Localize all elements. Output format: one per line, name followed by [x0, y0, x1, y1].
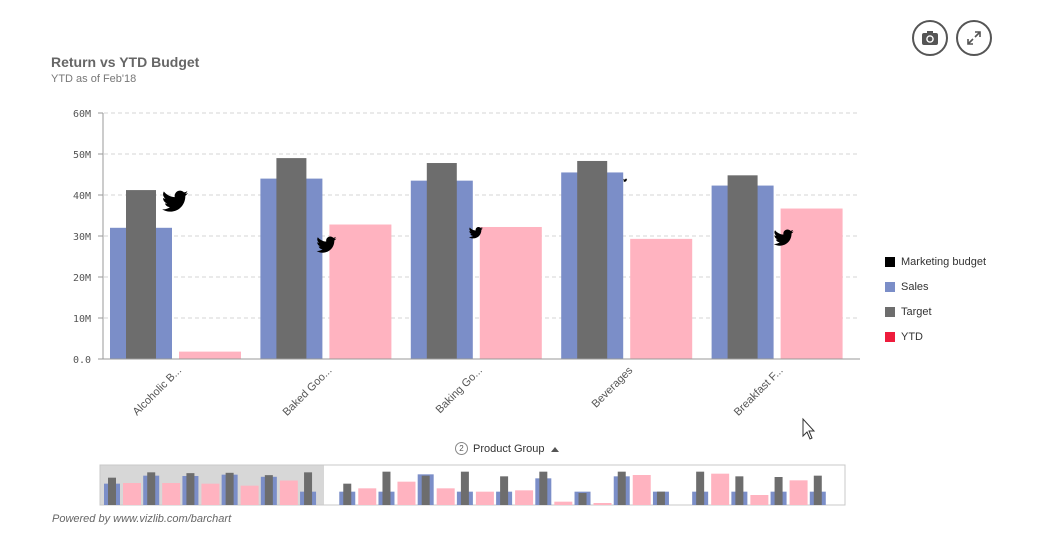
overview-scrollbar[interactable] [99, 464, 846, 506]
marker-marketing-budget [162, 190, 188, 212]
overview-bar-target [578, 493, 587, 505]
markers-layer [162, 178, 794, 253]
mouse-cursor-icon [802, 417, 816, 440]
snapshot-button[interactable] [912, 20, 948, 56]
overview-bar-target [108, 477, 116, 505]
x-tick-label: Beverages [590, 364, 636, 410]
overview-bar-target [382, 471, 391, 505]
y-tick-label: 20M [73, 273, 91, 284]
footer-credit: Powered by www.vizlib.com/barchart [52, 513, 232, 525]
overview-bar-ytd [279, 480, 298, 505]
x-tick-label: Breakfast F... [732, 365, 786, 419]
overview-bar-target [421, 475, 430, 505]
fullscreen-button[interactable] [956, 20, 992, 56]
marker-marketing-budget [316, 236, 337, 253]
overview-bar-ytd [162, 483, 181, 505]
x-tick-label: Baked Goo... [281, 365, 335, 419]
overview-bar-target [813, 475, 822, 505]
bar-target [577, 160, 608, 359]
bars-layer [110, 158, 843, 359]
overview-bar-target [304, 472, 313, 505]
bar-target [126, 190, 156, 359]
legend-item-marketing-budget[interactable]: Marketing budget [885, 249, 986, 274]
y-tick-label: 60M [73, 109, 91, 120]
overview-bar-ytd [750, 495, 769, 505]
overview-bar-ytd [475, 491, 494, 505]
overview-bar-ytd [711, 473, 730, 505]
overview-bar-target [617, 471, 626, 505]
overview-bar-ytd [123, 483, 141, 505]
overview-bar-target [147, 472, 156, 505]
overview-bar-target [735, 476, 744, 505]
overview-bar-target [500, 476, 509, 505]
overview-bar-ytd [436, 488, 455, 505]
expand-icon [967, 31, 981, 45]
overview-bar-ytd [397, 481, 416, 505]
overview-bar-ytd [358, 488, 377, 505]
dimension-count-badge: 2 [455, 442, 468, 455]
y-tick-label: 30M [73, 232, 91, 243]
overview-bar-ytd [515, 490, 534, 505]
legend-item-ytd[interactable]: YTD [885, 324, 986, 349]
overview-bar-target [264, 475, 273, 505]
legend: Marketing budget Sales Target YTD [885, 249, 986, 349]
overview-bar-ytd [632, 475, 651, 505]
overview-bar-ytd [201, 483, 220, 505]
dimension-selector[interactable]: 2 Product Group [455, 442, 561, 455]
marker-marketing-budget [468, 227, 483, 239]
y-tick-label: 50M [73, 150, 91, 161]
bar-ytd [329, 224, 392, 359]
overview-bar-target [460, 471, 469, 505]
y-tick-label: 0.0 [73, 355, 91, 366]
bar-ytd [179, 351, 241, 359]
legend-label: YTD [901, 330, 923, 343]
overview-bar-target [539, 471, 548, 505]
legend-label: Marketing budget [901, 255, 986, 268]
overview-bar-ytd [593, 503, 612, 505]
chart-subtitle: YTD as of Feb'18 [51, 73, 137, 85]
legend-item-target[interactable]: Target [885, 299, 986, 324]
overview-bar-ytd [789, 480, 808, 505]
legend-swatch [885, 256, 895, 267]
legend-swatch [885, 306, 895, 317]
bar-target [276, 158, 307, 359]
bar-ytd [479, 226, 542, 359]
overview-bar-target [225, 472, 234, 505]
x-tick-label: Alcoholic B... [131, 365, 184, 418]
bar-target [426, 163, 457, 359]
overview-bar-target [343, 483, 352, 505]
overview-bar-target [656, 491, 665, 505]
legend-swatch [885, 331, 895, 342]
overview-bar-target [186, 473, 195, 505]
marker-marketing-budget [773, 229, 794, 246]
marker-marketing-budget [623, 178, 628, 182]
bar-ytd [630, 238, 693, 359]
legend-item-sales[interactable]: Sales [885, 274, 986, 299]
camera-icon [922, 31, 938, 45]
x-tick-label: Baking Go... [434, 365, 485, 416]
overview-bar-target [774, 477, 783, 505]
y-tick-label: 10M [73, 314, 91, 325]
y-tick-label: 40M [73, 191, 91, 202]
legend-swatch [885, 281, 895, 292]
overview-bar-target [696, 471, 705, 505]
legend-label: Target [901, 305, 932, 318]
chart-title: Return vs YTD Budget [51, 54, 200, 70]
dimension-label: Product Group [473, 442, 545, 455]
overview-bar-ytd [240, 485, 259, 505]
overview-bar-ytd [554, 501, 573, 505]
legend-label: Sales [901, 280, 929, 293]
bar-target [727, 175, 758, 359]
triangle-up-icon [550, 446, 559, 452]
